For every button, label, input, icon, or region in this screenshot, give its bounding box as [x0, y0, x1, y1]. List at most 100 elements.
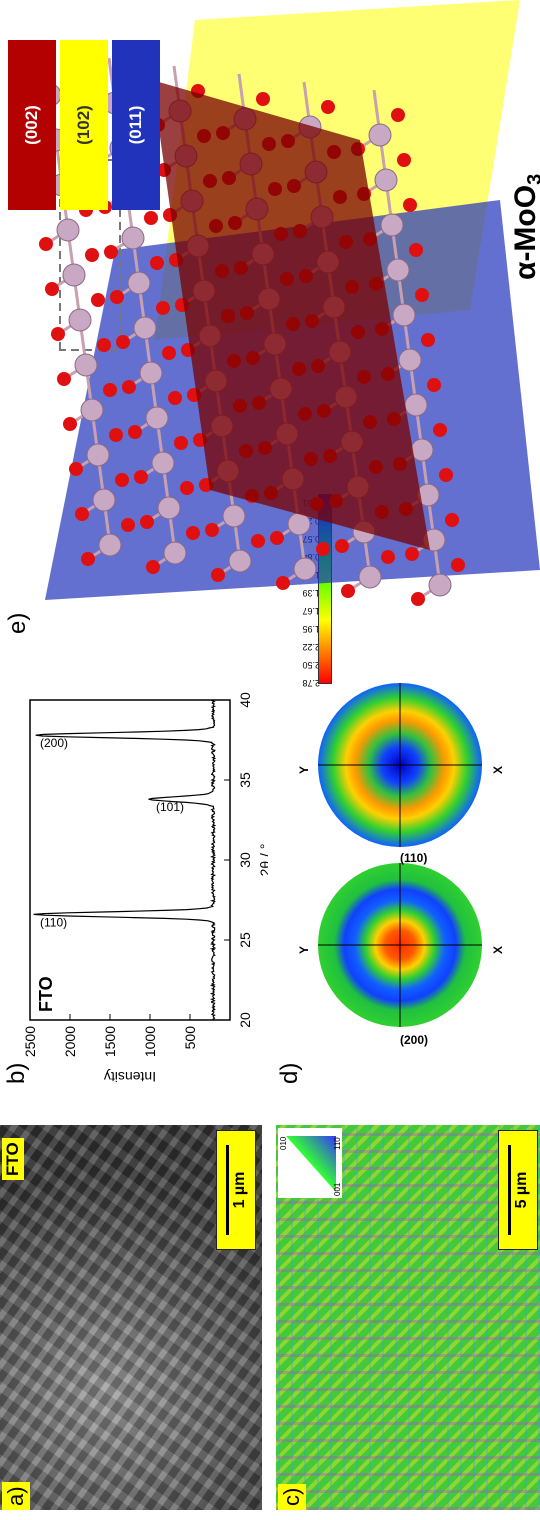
scale-bar-label: 1 µm [231, 1171, 248, 1209]
o-atom [174, 436, 188, 450]
mo-atom [368, 123, 392, 147]
o-atom [91, 293, 105, 307]
mo-atom [380, 213, 404, 237]
mo-atom [145, 406, 169, 430]
mo-atom [68, 308, 92, 332]
o-atom [128, 425, 142, 439]
mo-atom [428, 573, 452, 597]
o-atom [81, 552, 95, 566]
y-tick-label: 2000 [62, 1026, 78, 1057]
scale-bar-a: 1 µm [216, 1130, 256, 1250]
scale-bar-label: 5 µm [513, 1171, 530, 1209]
ipf-triangle: 001 110 010 [279, 1136, 342, 1196]
o-atom [415, 288, 429, 302]
o-atom [134, 470, 148, 484]
y-tick-label: 1500 [102, 1026, 118, 1057]
o-atom [97, 338, 111, 352]
mo-atom [62, 263, 86, 287]
xrd-series-line [33, 699, 217, 1021]
x-axis-label: 2θ / ° [257, 844, 268, 877]
panel-a: a) FTO 1 µm [0, 1125, 262, 1520]
mo-atom [358, 565, 382, 589]
peak-label: (110) [40, 915, 67, 929]
mo-atom [157, 496, 181, 520]
o-atom [405, 547, 419, 561]
y-tick-label: 500 [182, 1026, 198, 1050]
mo-atom [92, 488, 116, 512]
o-atom [121, 518, 135, 532]
mo-atom [222, 504, 246, 528]
panel-letter-b: b) [3, 1063, 30, 1084]
o-atom [445, 513, 459, 527]
o-atom [156, 301, 170, 315]
o-atom [150, 256, 164, 270]
mo-atom [121, 226, 145, 250]
x-tick-label: 30 [237, 852, 253, 868]
plane-002 [152, 80, 430, 550]
material-label: α-MoO3 [509, 174, 540, 280]
panel-b: 20 25 30 35 40 500 1000 1500 2000 2500 2θ / ° Inten… [0, 680, 273, 1090]
x-tick-label: 40 [237, 692, 253, 708]
mo-atom [151, 451, 175, 475]
o-atom [146, 560, 160, 574]
o-atom [433, 423, 447, 437]
peak-label: (200) [40, 736, 68, 750]
o-atom [110, 290, 124, 304]
ipf-label-001: 001 [333, 1182, 342, 1196]
mo-atom [404, 393, 428, 417]
mo-atom [74, 353, 98, 377]
panel-letter-d: d) [276, 1062, 303, 1084]
o-atom [427, 378, 441, 392]
pole-200-label: (200) [400, 1033, 428, 1047]
mo-atom [98, 533, 122, 557]
o-atom [85, 248, 99, 262]
o-atom [39, 237, 53, 251]
ipf-key: 001 110 010 [278, 1128, 342, 1198]
unit-cell [59, 159, 121, 351]
o-atom [103, 383, 117, 397]
o-atom [144, 211, 158, 225]
y-axis-label: Intensity [104, 1069, 156, 1085]
pole-figure-200: (200) X Y [297, 863, 505, 1047]
o-atom [439, 468, 453, 482]
pole-110-axis-x: X [491, 766, 505, 774]
o-atom [45, 282, 59, 296]
o-atom [211, 568, 225, 582]
o-atom [205, 523, 219, 537]
o-atom [391, 108, 405, 122]
pole-figures: (200) X Y (110) X Y [297, 683, 505, 1047]
o-atom [122, 380, 136, 394]
scale-bar-line [508, 1145, 511, 1235]
o-atom [403, 198, 417, 212]
pole-110-label: (110) [400, 851, 427, 865]
o-atom [180, 481, 194, 495]
mo-atom [386, 258, 410, 282]
xrd-tag-fto: FTO [36, 976, 56, 1012]
scale-bar-line [226, 1145, 229, 1235]
pole-200-axis-y: Y [297, 946, 311, 954]
panel-letter-a: a) [2, 1482, 30, 1510]
o-atom [321, 100, 335, 114]
o-atom [411, 592, 425, 606]
ipf-label-010: 010 [279, 1136, 288, 1150]
x-tick-label: 25 [237, 932, 253, 948]
o-atom [341, 584, 355, 598]
xrd-chart: 20 25 30 35 40 500 1000 1500 2000 2500 2θ / ° Inten… [3, 692, 273, 1085]
o-atom [276, 576, 290, 590]
panel-d: d) [272, 680, 540, 1090]
o-atom [256, 92, 270, 106]
o-atom [381, 550, 395, 564]
sem-tag-fto: FTO [2, 1138, 24, 1180]
crystal-structure: α-MoO3 [21, 0, 540, 606]
o-atom [397, 153, 411, 167]
plane-legend-item: (102) [60, 40, 108, 210]
mo-atom [398, 348, 422, 372]
o-atom [104, 245, 118, 259]
y-tick-label: 2500 [22, 1026, 38, 1057]
plane-legend-item: (011) [112, 40, 160, 210]
o-atom [69, 462, 83, 476]
mo-atom [133, 316, 157, 340]
o-atom [116, 335, 130, 349]
o-atom [421, 333, 435, 347]
mo-atom [228, 549, 252, 573]
